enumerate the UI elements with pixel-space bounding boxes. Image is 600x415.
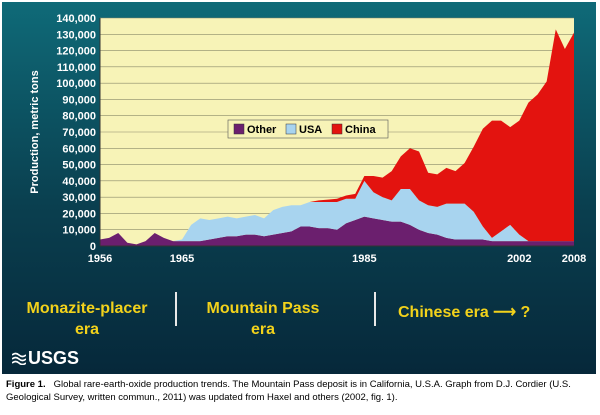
y-tick-label: 30,000 [62,192,96,204]
x-tick-label: 1956 [88,253,112,265]
figure-caption: Figure 1. Global rare-earth-oxide product… [6,378,592,404]
y-tick-label: 60,000 [62,143,96,155]
y-tick-label: 110,000 [57,62,96,74]
y-tick-label: 50,000 [62,160,96,172]
y-tick-label: 90,000 [62,94,96,106]
legend-swatch-other [233,123,245,135]
y-tick-label: 40,000 [62,176,96,188]
axes: 0 10,000 20,000 30,000 40,000 50,000 60,000 70,… [56,13,586,265]
area-usa [100,180,574,245]
legend-label-china: China [345,124,376,136]
area-china [100,29,574,245]
usgs-wave-icon [12,352,26,365]
y-tick-label: 100,000 [56,78,96,90]
x-tick-label: 2002 [507,253,531,265]
x-tick-label: 1985 [352,253,376,265]
y-tick-label: 0 [90,241,96,253]
caption-text: Global rare-earth-oxide production trend… [6,379,571,403]
area-other [100,216,574,246]
y-tick-label: 130,000 [56,29,96,41]
y-tick-label: 70,000 [62,127,96,139]
x-tick-label: 1965 [170,253,194,265]
usgs-logo-text: USGS [28,348,80,368]
legend-label-usa: USA [299,124,322,136]
era-monazite-placer: Monazite-placer era [26,300,148,338]
usgs-logo: USGS [12,348,79,369]
legend-label-other: Other [247,124,277,136]
y-tick-label: 140,000 [56,13,96,25]
legend-swatch-china [331,123,343,135]
era-separator [374,292,376,326]
x-tick-label: 2008 [562,253,586,265]
gridlines [100,17,574,247]
y-tick-label: 120,000 [56,46,96,58]
y-tick-label: 20,000 [62,208,96,220]
y-axis-label: Production, metric tons [29,70,41,193]
y-tick-label: 10,000 [62,225,96,237]
y-tick-label: 80,000 [62,111,96,123]
legend-swatch-usa [285,123,297,135]
figure-panel: 0 10,000 20,000 30,000 40,000 50,000 60,000 70,… [2,2,596,374]
era-separator [175,292,177,326]
stacked-areas [100,29,574,246]
legend-box [227,119,389,139]
legend: Other USA China [227,119,389,139]
figure-label: Figure 1. [6,379,46,390]
era-chinese: Chinese era ⟶ ? [398,304,531,321]
production-chart: 0 10,000 20,000 30,000 40,000 50,000 60,000 70,… [29,13,586,265]
era-mountain-pass: Mountain Pass era [206,300,320,338]
